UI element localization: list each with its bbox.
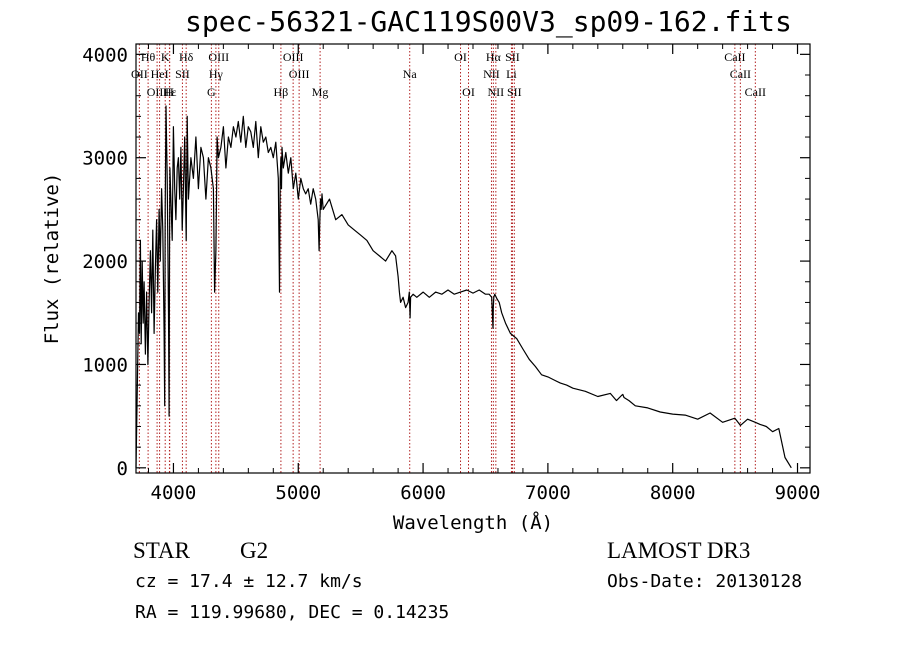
line-label-10: HeI [151, 67, 169, 81]
plot-frame [135, 43, 811, 474]
line-label-12: Hγ [209, 67, 224, 81]
object-subclass: G2 [240, 538, 269, 563]
observation-date: Obs-Date: 20130128 [607, 571, 803, 592]
line-label-0: Hθ [141, 50, 156, 64]
line-label-9: OII [131, 67, 148, 81]
line-label-16: Li [506, 67, 517, 81]
line-label-20: H [165, 85, 174, 99]
chart-title: spec-56321-GAC119S00V3_sp09-162.fits [185, 5, 792, 38]
line-label-4: OIII [283, 50, 304, 64]
line-label-14: Na [403, 67, 418, 81]
line-label-6: Hα [486, 50, 502, 64]
y-tick-label: 3000 [82, 148, 128, 170]
line-label-5: OI [454, 50, 467, 64]
object-class: STAR [133, 538, 190, 563]
x-tick-label: 6000 [400, 482, 446, 504]
line-label-11: SII [175, 67, 190, 81]
line-label-2: Hδ [179, 50, 194, 64]
line-label-25: NII [488, 85, 505, 99]
y-tick-label: 4000 [82, 44, 128, 66]
spectrum-series-line [135, 105, 792, 469]
y-tick-label: 2000 [82, 251, 128, 273]
line-label-22: Hβ [274, 85, 289, 99]
redshift-cz: cz = 17.4 ± 12.7 km/s [135, 571, 363, 592]
y-tick-label: 1000 [82, 354, 128, 376]
ra-dec: RA = 119.99680, DEC = 0.14235 [135, 602, 450, 623]
line-label-17: CaII [730, 67, 751, 81]
survey-name: LAMOST DR3 [607, 538, 751, 563]
line-label-7: SII [505, 50, 520, 64]
x-tick-label: 7000 [525, 482, 571, 504]
line-label-15: NII [483, 67, 500, 81]
x-axis-label: Wavelength (Å) [393, 511, 553, 534]
line-label-27: CaII [745, 85, 766, 99]
line-label-26: SII [507, 85, 522, 99]
y-axis: 0 1000 2000 3000 4000 [82, 44, 810, 480]
line-label-8: CaII [724, 50, 745, 64]
line-label-24: OI [462, 85, 475, 99]
line-label-18: OIII [147, 85, 168, 99]
x-tick-label: 8000 [650, 482, 696, 504]
line-label-13: OIII [289, 67, 310, 81]
y-axis-label: Flux (relative) [41, 173, 63, 345]
x-axis: 4000 5000 6000 7000 8000 9000 [147, 44, 821, 504]
line-label-1: K [161, 50, 170, 64]
spectral-line-markers [138, 44, 756, 473]
line-label-21: G [207, 85, 216, 99]
line-label-19: Hε [163, 85, 177, 99]
y-tick-label: 0 [117, 458, 128, 480]
line-label-23: Mg [312, 85, 329, 99]
x-tick-label: 4000 [151, 482, 197, 504]
line-label-3: OIII [208, 50, 229, 64]
x-tick-label: 9000 [775, 482, 821, 504]
x-tick-label: 5000 [275, 482, 321, 504]
